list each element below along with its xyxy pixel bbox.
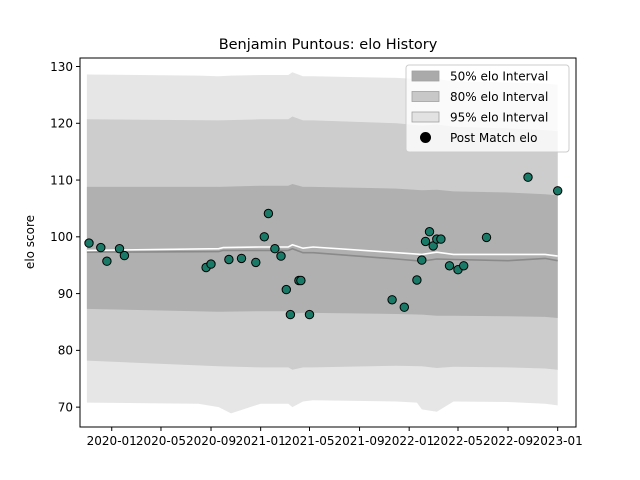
x-tick-label: 2020-09 — [186, 434, 236, 448]
x-tick-label: 2020-01 — [87, 434, 137, 448]
band-50 — [86, 184, 558, 318]
data-point — [224, 254, 234, 265]
data-point — [259, 232, 269, 242]
data-point — [102, 256, 112, 266]
data-point — [417, 255, 427, 265]
data-point — [459, 261, 469, 271]
y-tick-label: 100 — [50, 230, 73, 244]
data-point — [96, 242, 106, 253]
data-point — [304, 309, 315, 320]
data-point — [84, 238, 94, 248]
data-point — [387, 295, 397, 305]
data-point — [276, 251, 286, 261]
y-tick-label: 120 — [50, 117, 73, 131]
data-point — [236, 253, 247, 264]
y-tick-label: 110 — [50, 173, 73, 187]
data-point — [399, 302, 409, 312]
legend-swatch — [411, 70, 440, 82]
mean-line — [86, 243, 558, 257]
legend-label: 95% elo Interval — [450, 110, 548, 124]
x-tick-label: 2021-05 — [284, 434, 334, 448]
y-tick-label: 70 — [58, 400, 73, 414]
y-axis-title: elo score — [23, 215, 37, 269]
x-tick-label: 2021-01 — [236, 434, 286, 448]
y-tick-label: 90 — [58, 287, 73, 301]
legend-swatch — [411, 91, 440, 102]
legend-label: Post Match elo — [450, 131, 537, 145]
x-tick-label: 2020-05 — [136, 434, 186, 448]
data-point — [296, 275, 306, 286]
data-point — [523, 172, 533, 182]
data-point — [206, 259, 216, 269]
plot-frame — [79, 57, 577, 428]
legend-swatch — [411, 111, 440, 123]
data-point — [285, 309, 296, 320]
x-tick-label: 2022-05 — [433, 434, 483, 448]
data-point — [412, 275, 422, 285]
data-point — [420, 236, 431, 247]
data-point — [553, 186, 563, 196]
y-axis: 70 80 90 100 110 120 130 — [50, 60, 80, 414]
data-point — [119, 250, 130, 261]
data-point — [281, 284, 291, 295]
data-point — [114, 244, 125, 254]
legend-marker — [420, 132, 431, 143]
data-point — [444, 261, 455, 271]
trend-lines — [86, 243, 558, 263]
y-tick-label: 80 — [58, 344, 73, 358]
data-point — [270, 244, 280, 254]
data-point — [481, 232, 492, 243]
x-tick-label: 2022-01 — [384, 434, 434, 448]
x-tick-label: 2021-09 — [334, 434, 384, 448]
x-tick-label: 2023-01 — [533, 434, 583, 448]
post-match-points — [84, 172, 563, 320]
x-tick-label: 2022-09 — [483, 434, 533, 448]
data-point — [263, 208, 274, 219]
data-point — [251, 257, 261, 268]
legend-box — [405, 64, 570, 153]
data-point — [436, 234, 446, 244]
legend: 50% elo Interval 80% elo Interval 95% elo … — [405, 64, 570, 153]
legend-label: 50% elo Interval — [450, 69, 548, 83]
y-tick-label: 130 — [50, 60, 73, 74]
legend-label: 80% elo Interval — [450, 90, 548, 104]
median-line — [86, 247, 558, 263]
chart-title: Benjamin Puntous: elo History — [219, 37, 438, 53]
interval-bands — [86, 72, 558, 414]
data-point — [424, 227, 435, 237]
